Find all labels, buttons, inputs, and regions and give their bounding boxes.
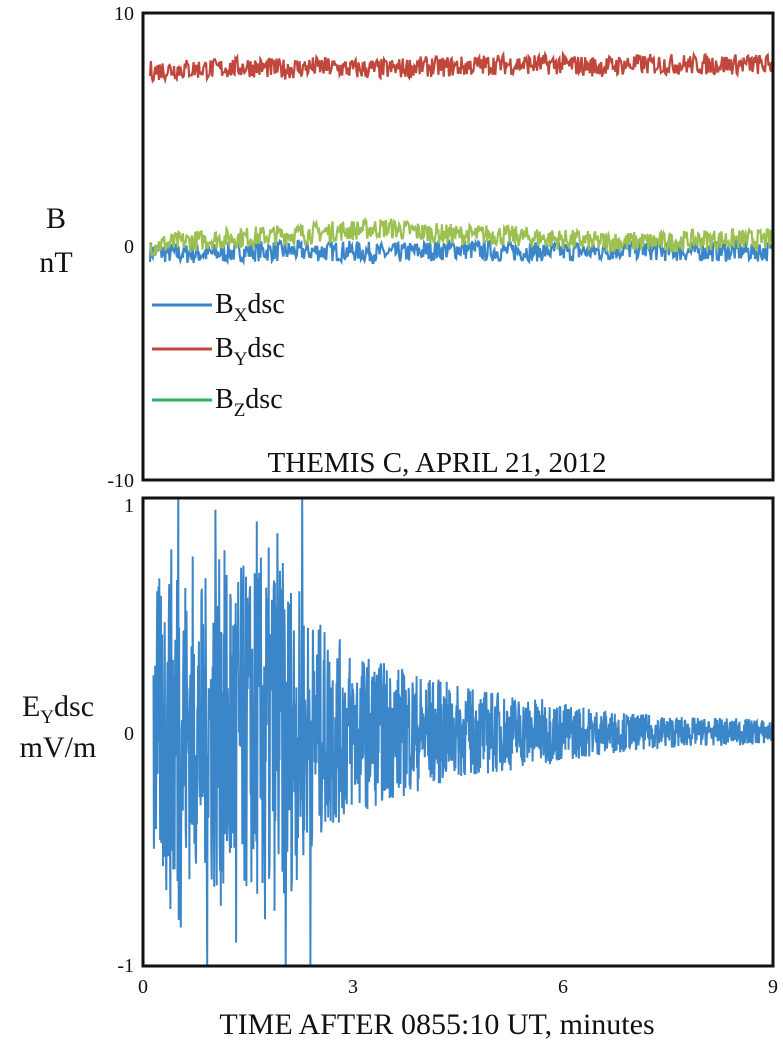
legend-label-BYdsc: BYdsc <box>215 333 285 370</box>
magnetic-field-panel: 10 0 -10 B nT THEMIS C, APRIL 21, 2012 B… <box>39 3 775 492</box>
top-ytick-max: 10 <box>114 3 134 25</box>
top-ytick-zero: 0 <box>124 236 134 258</box>
series-BXdsc <box>148 237 775 266</box>
electric-field-panel: 1 0 -1 EYdsc mV/m 0 3 6 9 TIME AFTER 085… <box>20 495 778 1041</box>
series-BZdsc <box>148 216 775 257</box>
top-ytick-min: -10 <box>107 470 134 492</box>
top-ylabel-line1: B <box>46 202 66 235</box>
top-ylabel-line2: nT <box>39 246 72 279</box>
xtick-9: 9 <box>768 976 778 998</box>
bottom-ylabel-line1: EYdsc <box>22 690 94 728</box>
legend-label-BZdsc: BZdsc <box>215 384 283 421</box>
legend: BXdsc BYdsc BZdsc <box>152 289 285 421</box>
magnetic-field-series <box>148 50 775 266</box>
xtick-0: 0 <box>138 976 148 998</box>
bottom-ylabel-line2: mV/m <box>20 731 97 764</box>
xtick-3: 3 <box>348 976 358 998</box>
bottom-ytick-max: 1 <box>124 495 134 517</box>
ey-sub: Y <box>40 707 54 728</box>
top-plot-frame <box>141 11 775 482</box>
ey-rest: dsc <box>54 690 94 723</box>
bottom-ytick-zero: 0 <box>124 723 134 745</box>
top-panel-title: THEMIS C, APRIL 21, 2012 <box>268 447 607 479</box>
electric-field-series <box>152 497 774 967</box>
legend-label-BXdsc: BXdsc <box>215 289 285 326</box>
x-axis-label: TIME AFTER 0855:10 UT, minutes <box>219 1008 654 1041</box>
series-BYdsc <box>148 50 775 85</box>
ey-base: E <box>22 690 40 723</box>
bottom-ytick-min: -1 <box>117 955 134 977</box>
series-EYdsc <box>152 497 774 967</box>
bottom-plot-frame <box>141 496 775 968</box>
xtick-6: 6 <box>558 976 568 998</box>
